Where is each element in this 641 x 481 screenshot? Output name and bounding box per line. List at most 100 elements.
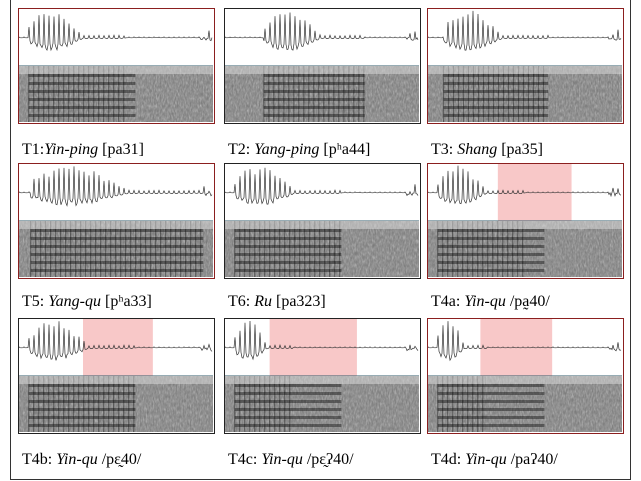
formant-band: [234, 253, 342, 256]
formant-band: [263, 82, 365, 85]
formant-band: [263, 90, 365, 93]
caption-label: T4b:: [22, 451, 53, 468]
spectrogram-noise: [428, 376, 622, 432]
speech-panel: [224, 318, 421, 434]
formant-band: [28, 392, 136, 395]
caption: T4a: Yin-qu/pa̰40/: [431, 293, 554, 311]
formant-band: [437, 261, 545, 264]
caption-transcription: /pɛ̰40/: [101, 451, 142, 468]
caption-label: T5:: [22, 293, 45, 310]
formant-band: [437, 237, 545, 240]
caption-transcription: [pa323]: [276, 293, 326, 310]
waveform: [225, 12, 419, 51]
formant-band: [437, 269, 545, 272]
spectrogram-fade: [225, 376, 419, 384]
caption-name: Yin-qu: [56, 451, 98, 468]
waveform: [19, 321, 213, 361]
formant-band: [28, 90, 136, 93]
caption: T2: Yang-ping [pʰa44]: [228, 141, 374, 159]
waveform-spectrogram: [428, 164, 622, 277]
formant-band: [437, 392, 545, 395]
formant-band: [234, 269, 342, 272]
formant-band: [234, 408, 342, 411]
speech-panel: [427, 163, 624, 279]
formant-band: [437, 400, 545, 403]
caption: T4d: Yin-qu/paʔ40/: [431, 451, 562, 469]
waveform: [19, 14, 213, 52]
spectrogram-fade: [428, 66, 622, 74]
caption-transcription: /pa̰40/: [509, 293, 550, 310]
waveform: [225, 167, 419, 205]
formant-band: [28, 416, 136, 419]
caption-label: T3:: [431, 141, 454, 158]
caption: T6: Ru [pa323]: [228, 293, 330, 311]
formant-band: [437, 416, 545, 419]
waveform-spectrogram: [428, 10, 622, 122]
formant-band: [30, 237, 204, 240]
waveform: [19, 166, 213, 207]
formant-band: [28, 408, 136, 411]
spectrogram-noise: [428, 221, 622, 277]
caption-transcription: /pɛ̰ʔ40/: [306, 451, 354, 468]
spectrogram-fade: [19, 221, 213, 229]
spectrogram-fade: [428, 221, 622, 229]
speech-panel: [427, 8, 624, 124]
formant-band: [443, 98, 549, 101]
waveform-spectrogram: [225, 319, 419, 432]
formant-band: [28, 114, 136, 117]
caption-label: T4d:: [431, 451, 462, 468]
caption-transcription: [pʰa44]: [323, 141, 371, 158]
formant-band: [30, 229, 204, 232]
waveform: [225, 320, 419, 361]
spectrogram-noise: [428, 66, 622, 122]
formant-band: [28, 400, 136, 403]
caption: T4c: Yin-qu/pɛ̰ʔ40/: [228, 451, 358, 469]
formant-band: [443, 74, 549, 77]
caption-label: T1:: [22, 141, 45, 158]
formant-band: [263, 98, 365, 101]
formant-band: [234, 384, 342, 387]
formant-band: [443, 90, 549, 93]
spectrogram-noise: [225, 221, 419, 277]
formant-band: [234, 400, 342, 403]
formant-band: [234, 392, 342, 395]
caption-name: Ru: [254, 293, 272, 310]
formant-band: [28, 74, 136, 77]
waveform-spectrogram: [225, 167, 419, 277]
speech-panel: [18, 163, 215, 279]
formant-band: [234, 416, 342, 419]
caption: T5: Yang-qu [pʰa33]: [22, 293, 156, 311]
waveform: [428, 165, 622, 205]
formant-band: [437, 424, 545, 427]
waveform-spectrogram: [19, 14, 213, 122]
formant-band: [263, 114, 365, 117]
spectrogram-noise: [19, 221, 213, 277]
caption-name: Yin-qu: [261, 451, 303, 468]
waveform: [428, 10, 622, 51]
formant-band: [30, 245, 204, 248]
caption-transcription: [pʰa33]: [104, 293, 152, 310]
spectrogram-fade: [19, 66, 213, 74]
formant-band: [28, 106, 136, 109]
formant-band: [234, 245, 342, 248]
caption-label: T2:: [228, 141, 251, 158]
formant-band: [234, 237, 342, 240]
spectrogram-noise: [225, 66, 419, 122]
formant-band: [234, 261, 342, 264]
speech-panel: [224, 8, 421, 124]
speech-panel: [427, 318, 624, 434]
spectrogram-fade: [225, 221, 419, 229]
caption-name: Yin-qu: [465, 451, 507, 468]
formant-band: [234, 424, 342, 427]
caption-label: T6:: [228, 293, 251, 310]
formant-band: [234, 229, 342, 232]
waveform-spectrogram: [19, 166, 213, 277]
caption-name: Yang-ping: [254, 141, 320, 158]
caption: T4b: Yin-qu/pɛ̰40/: [22, 451, 145, 469]
speech-panel: [18, 318, 215, 434]
speech-panel: [18, 8, 215, 124]
formant-band: [28, 98, 136, 101]
formant-band: [263, 106, 365, 109]
caption: T1:Yin-ping [pa31]: [22, 141, 148, 159]
